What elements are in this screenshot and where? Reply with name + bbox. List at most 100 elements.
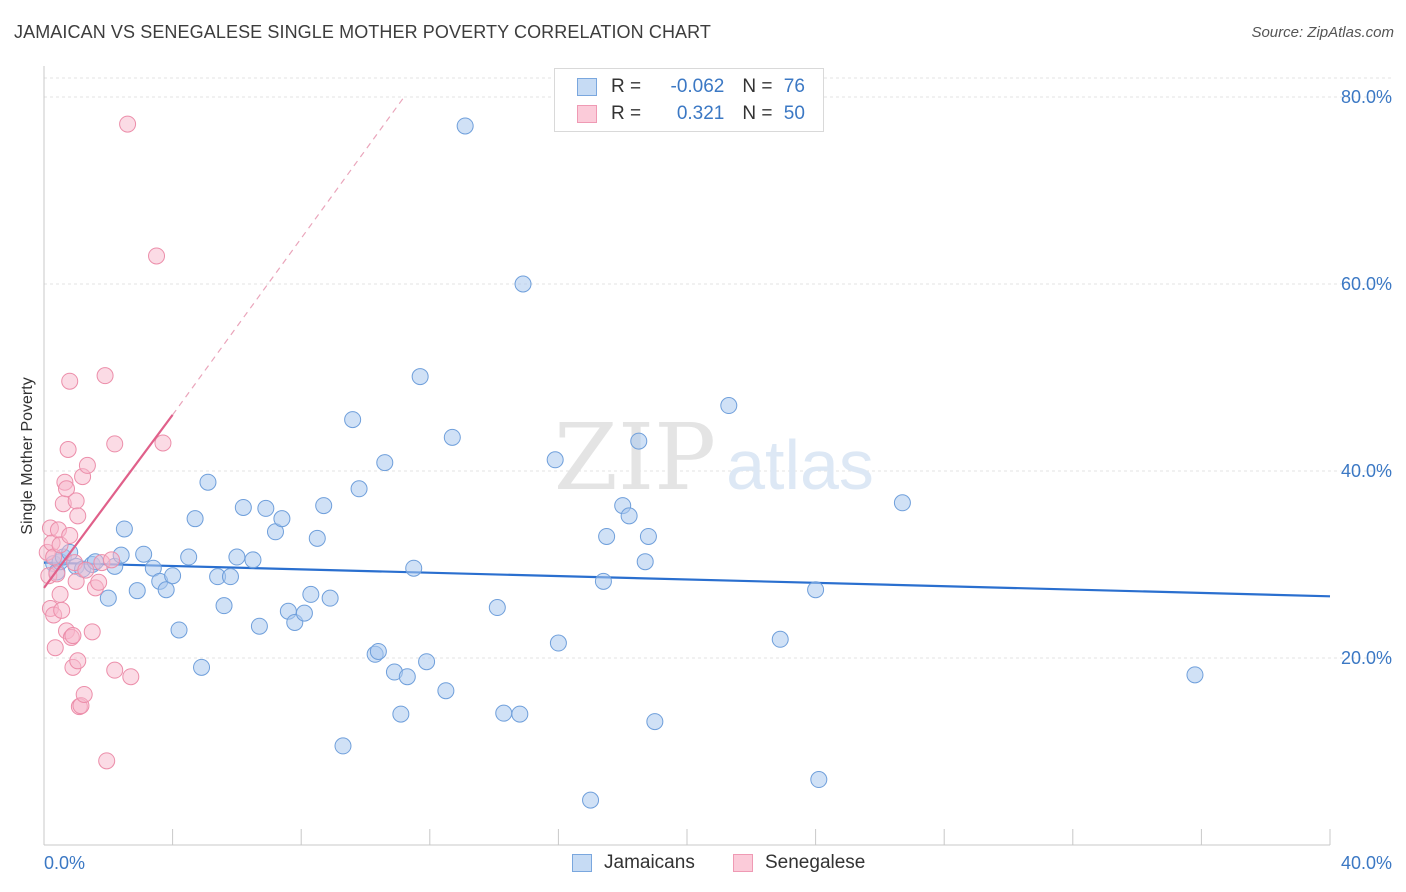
- point-jamaican: [273, 510, 291, 528]
- point-senegalese: [83, 623, 101, 641]
- x-tick-label: 40.0%: [1341, 853, 1392, 873]
- y-tick-label: 40.0%: [1341, 461, 1392, 481]
- point-senegalese: [67, 572, 85, 590]
- point-senegalese: [96, 367, 114, 385]
- legend-n-value-2: 50: [783, 103, 805, 124]
- tick-labels: 20.0% 40.0% 60.0% 80.0% 0.0% 40.0%: [44, 87, 1392, 873]
- watermark-zip: ZIP: [554, 404, 716, 511]
- trend-line-jamaicans: [43, 561, 1331, 598]
- trend-line-senegalese: [43, 414, 174, 589]
- legend-r-label-2: R =: [611, 103, 647, 124]
- point-senegalese: [67, 492, 85, 510]
- y-tick-label: 20.0%: [1341, 648, 1392, 668]
- point-jamaican: [398, 668, 416, 686]
- point-jamaican: [193, 658, 211, 676]
- chart-title: JAMAICAN VS SENEGALESE SINGLE MOTHER POV…: [14, 22, 712, 42]
- gridlines: [44, 77, 1392, 659]
- legend-swatch-pink: [577, 105, 597, 123]
- watermark: ZIP atlas: [554, 404, 874, 511]
- point-senegalese: [69, 507, 87, 525]
- point-jamaican: [321, 589, 339, 607]
- point-jamaican: [199, 473, 217, 491]
- point-jamaican: [810, 771, 828, 789]
- point-jamaican: [115, 520, 133, 538]
- source-label: Source: ZipAtlas.com: [1251, 24, 1394, 41]
- point-jamaican: [893, 494, 911, 512]
- point-senegalese: [58, 480, 76, 498]
- point-jamaican: [807, 581, 825, 599]
- point-jamaican: [180, 548, 198, 566]
- point-senegalese: [106, 661, 124, 679]
- point-jamaican: [157, 581, 175, 599]
- point-jamaican: [582, 791, 600, 809]
- point-senegalese: [154, 434, 172, 452]
- point-jamaican: [164, 567, 182, 585]
- legend-n-value-1: 76: [783, 76, 805, 97]
- point-senegalese: [69, 652, 87, 670]
- point-jamaican: [598, 527, 616, 545]
- point-senegalese: [148, 247, 166, 265]
- point-jamaican: [418, 653, 436, 671]
- bottom-legend-jamaicans: Jamaicans: [572, 852, 695, 874]
- point-senegalese: [61, 527, 79, 545]
- point-senegalese: [61, 372, 79, 390]
- data-points: [38, 115, 1204, 809]
- y-tick-label: 60.0%: [1341, 274, 1392, 294]
- trend-line-senegalese-extended: [172, 96, 405, 416]
- x-tick-label: 0.0%: [44, 853, 85, 873]
- point-jamaican: [295, 604, 313, 622]
- point-jamaican: [369, 642, 387, 660]
- point-jamaican: [344, 411, 362, 429]
- legend-r-value-2: 0.321: [676, 103, 725, 124]
- watermark-atlas: atlas: [726, 426, 874, 504]
- point-jamaican: [334, 737, 352, 755]
- point-jamaican: [411, 368, 429, 386]
- point-jamaican: [234, 498, 252, 516]
- legend-r-value-1: -0.062: [670, 76, 725, 97]
- point-jamaican: [302, 585, 320, 603]
- point-jamaican: [376, 454, 394, 472]
- point-jamaican: [771, 630, 789, 648]
- trend-lines: [43, 96, 1331, 598]
- point-jamaican: [135, 545, 153, 563]
- point-jamaican: [128, 582, 146, 600]
- point-jamaican: [99, 589, 117, 607]
- point-jamaican: [511, 705, 529, 723]
- point-jamaican: [350, 480, 368, 498]
- point-jamaican: [720, 397, 738, 415]
- point-jamaican: [315, 497, 333, 515]
- legend-swatch-blue: [577, 78, 597, 96]
- point-senegalese: [46, 639, 64, 657]
- legend-n-label-1: N =: [742, 76, 778, 97]
- bottom-legend-label-jamaicans: Jamaicans: [604, 852, 695, 873]
- point-jamaican: [250, 617, 268, 635]
- point-senegalese: [106, 435, 124, 453]
- point-jamaican: [1186, 666, 1204, 684]
- bottom-legend-senegalese: Senegalese: [733, 852, 865, 874]
- point-jamaican: [488, 599, 506, 617]
- legend-row-jamaicans: R = -0.062 N = 76: [577, 75, 805, 99]
- point-jamaican: [308, 529, 326, 547]
- point-jamaican: [215, 597, 233, 615]
- point-senegalese: [77, 561, 95, 579]
- bottom-legend-swatch-pink: [733, 854, 753, 872]
- point-senegalese: [103, 551, 121, 569]
- point-senegalese: [64, 627, 82, 645]
- legend-r-label-1: R =: [611, 76, 647, 97]
- bottom-legend-swatch-blue: [572, 854, 592, 872]
- point-jamaican: [257, 499, 275, 517]
- point-jamaican: [639, 527, 657, 545]
- point-jamaican: [495, 704, 513, 722]
- legend-row-senegalese: R = 0.321 N = 50: [577, 102, 805, 126]
- point-senegalese: [51, 585, 69, 603]
- point-jamaican: [456, 117, 474, 135]
- point-senegalese: [78, 456, 96, 474]
- y-axis-label: Single Mother Poverty: [19, 377, 36, 535]
- point-jamaican: [443, 428, 461, 446]
- point-jamaican: [630, 432, 648, 450]
- point-jamaican: [594, 572, 612, 590]
- point-jamaican: [405, 559, 423, 577]
- point-jamaican: [549, 634, 567, 652]
- point-senegalese: [53, 601, 71, 619]
